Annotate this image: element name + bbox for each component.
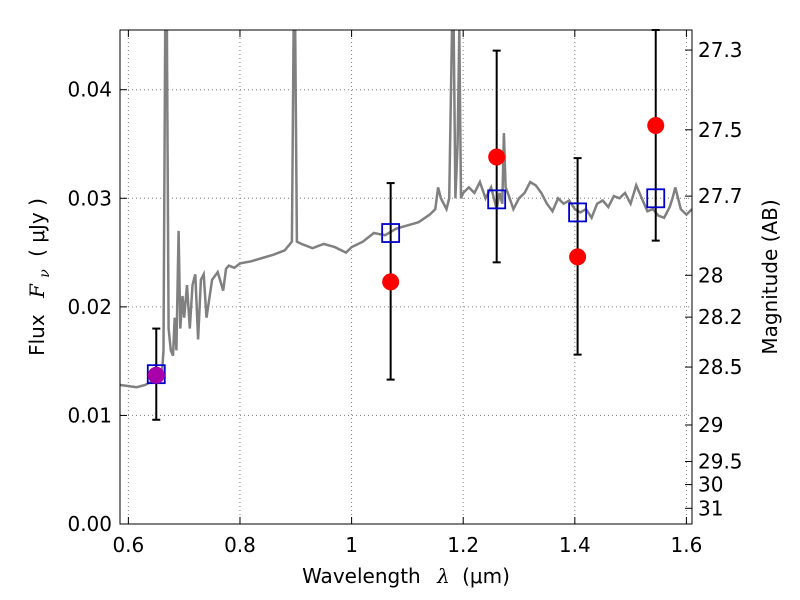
y-axis-label-subscript: ν (37, 269, 53, 278)
x-axis-ticks: 0.6 0.8 1 1.2 1.4 1.6 (112, 30, 702, 557)
right-tick-label: 29 (698, 413, 723, 437)
model-photometry-square (568, 202, 587, 223)
y-tick-label: 0.02 (67, 295, 112, 319)
right-tick-label: 27.5 (698, 118, 743, 142)
model-photometry-square (381, 223, 401, 243)
observed-point (488, 148, 506, 166)
right-axis-label: Magnitude (AB) (758, 199, 782, 354)
observed-point (147, 366, 165, 384)
right-tick-label: 28.5 (698, 355, 743, 379)
x-tick-label: 1 (345, 533, 358, 557)
x-axis-label-symbol: λ (436, 564, 450, 588)
right-tick-label: 28.2 (698, 305, 743, 329)
x-axis-label-unit: (μm) (462, 564, 510, 588)
y-axis-ticks: 0.00 0.01 0.02 0.03 0.04 (67, 78, 127, 536)
right-tick-label: 29.5 (698, 450, 743, 474)
x-tick-label: 0.6 (112, 533, 144, 557)
observed-point (569, 248, 587, 266)
plot-frame (119, 29, 693, 525)
series-layer (120, 29, 692, 421)
observed-point (647, 117, 665, 135)
y-tick-label: 0.04 (67, 78, 112, 102)
model-photometry-square (646, 188, 666, 209)
spectrum-line (120, 30, 692, 389)
x-tick-label: 0.8 (224, 533, 256, 557)
x-tick-label: 1.6 (671, 533, 703, 557)
y-axis-label-unit: ( μJy ) (25, 198, 49, 257)
right-tick-label: 30 (698, 473, 723, 497)
right-tick-label: 31 (698, 496, 723, 520)
x-tick-label: 1.4 (559, 533, 591, 557)
y-axis-label-text: Flux (25, 314, 49, 356)
y-tick-label: 0.01 (67, 403, 112, 427)
y-tick-label: 0.00 (67, 512, 112, 536)
y-tick-label: 0.03 (67, 186, 112, 210)
right-tick-label: 28 (698, 263, 723, 287)
y-axis-label-symbol: F (25, 283, 49, 299)
right-tick-label: 27.3 (698, 38, 743, 62)
observed-point (382, 273, 400, 291)
model-photometry-square (487, 189, 507, 210)
x-tick-label: 1.2 (447, 533, 479, 557)
x-axis-label-text: Wavelength (302, 564, 421, 588)
right-tick-label: 27.7 (698, 184, 743, 208)
x-axis-label: Wavelength λ (μm) (302, 564, 510, 588)
y-axis-label: Flux F ν ( μJy ) (25, 198, 54, 356)
